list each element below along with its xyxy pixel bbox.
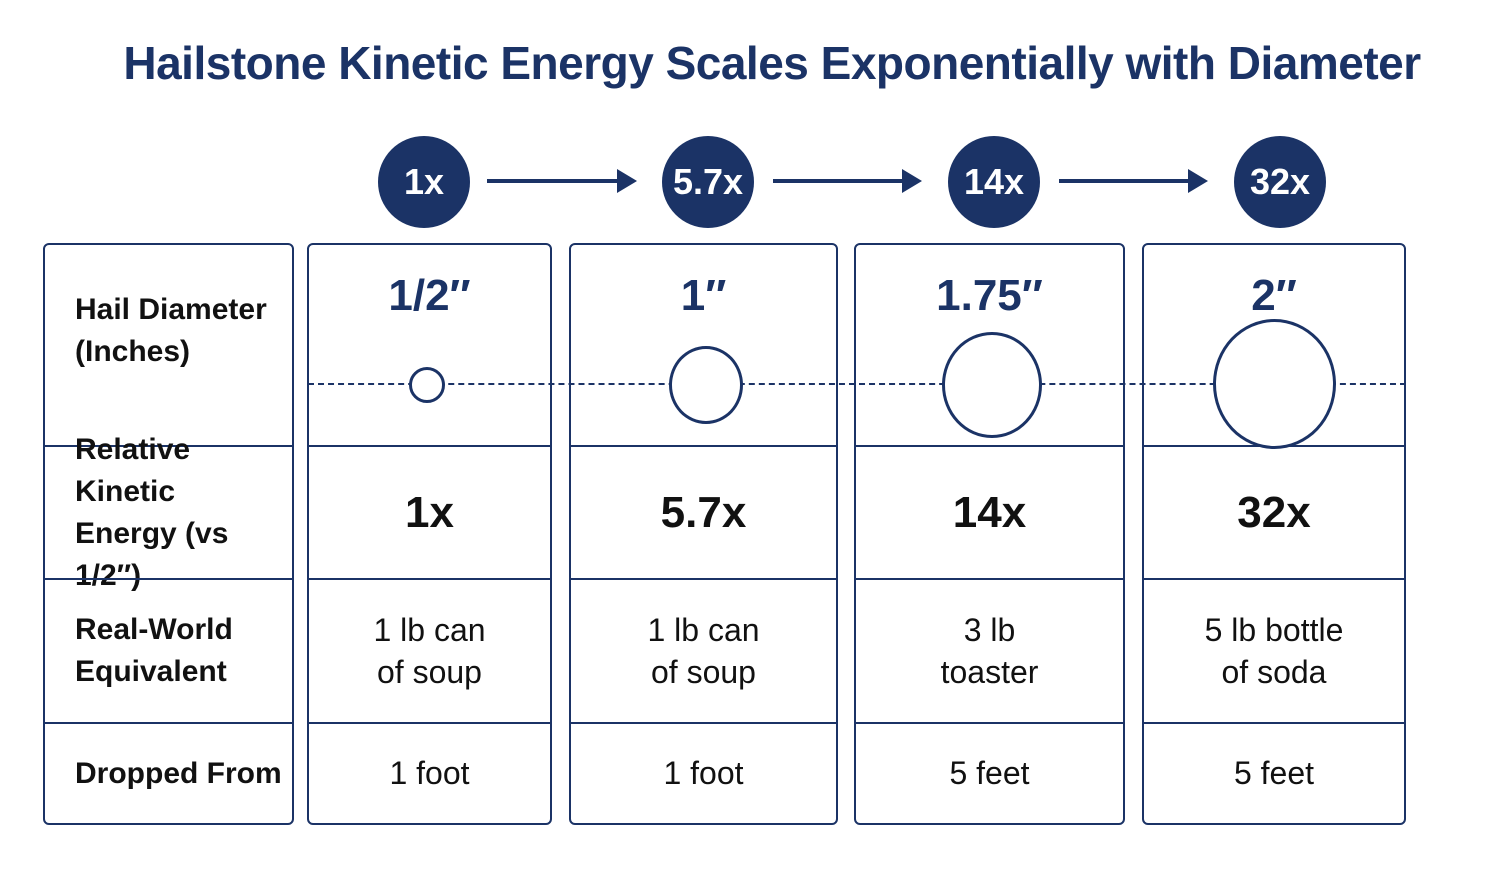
row-divider xyxy=(309,722,550,724)
diameter-value: 1.75″ xyxy=(936,271,1043,320)
equivalent-value: 3 lb toaster xyxy=(856,580,1123,722)
equivalent-line: 1 lb can xyxy=(647,612,760,648)
arrow-right-icon xyxy=(773,169,922,193)
dropped-value: 1 foot xyxy=(663,755,744,791)
hailstone-circle-icon xyxy=(409,367,445,403)
row-label-line: Hail Diameter xyxy=(75,293,267,326)
row-divider xyxy=(856,578,1123,580)
equivalent-line: 3 lb xyxy=(963,612,1016,648)
dropped-value: 1 foot xyxy=(389,755,470,791)
row-divider xyxy=(856,445,1123,447)
energy-value: 14x xyxy=(952,487,1027,537)
equivalent-value: 5 lb bottle of soda xyxy=(1144,580,1404,722)
energy-value: 32x xyxy=(1237,487,1311,537)
row-divider xyxy=(45,722,292,724)
row-label-line: Relative Kinetic xyxy=(75,432,191,508)
row-divider xyxy=(856,722,1123,724)
hailstone-circle-icon xyxy=(1213,319,1336,449)
row-divider xyxy=(571,578,836,580)
row-label-diameter: Hail Diameter (Inches) xyxy=(45,245,292,445)
diameter-value: 2″ xyxy=(1251,271,1297,320)
row-divider xyxy=(45,578,292,580)
row-divider xyxy=(1144,722,1404,724)
row-label-energy: Relative Kinetic Energy (vs 1/2″) xyxy=(45,433,292,592)
row-divider xyxy=(45,445,292,447)
energy-value: 1x xyxy=(405,487,454,537)
row-divider xyxy=(309,578,550,580)
dropped-value: 5 feet xyxy=(1233,755,1315,791)
row-divider xyxy=(1144,578,1404,580)
equivalent-value: 1 lb can of soup xyxy=(309,580,550,722)
hailstone-circle-icon xyxy=(669,346,743,424)
row-divider xyxy=(571,445,836,447)
row-label-line: Real-World xyxy=(75,613,233,646)
row-label-line: Energy (vs 1/2″) xyxy=(75,516,229,592)
size-column-card: 1/2″ 1x 1 lb can of soup 1 foot xyxy=(307,243,552,825)
hail-centerline xyxy=(308,383,1406,385)
multiplier-badge: 1x xyxy=(378,136,470,228)
size-column-card: 1.75″ 14x 3 lb toaster 5 feet xyxy=(854,243,1125,825)
equivalent-value: 1 lb can of soup xyxy=(571,580,836,722)
diameter-value: 1/2″ xyxy=(388,271,471,320)
row-label-equivalent: Real-World Equivalent xyxy=(45,580,292,722)
diameter-value: 1″ xyxy=(680,271,727,320)
row-divider xyxy=(571,722,836,724)
equivalent-line: of soda xyxy=(1221,654,1327,690)
row-label-dropped: Dropped From xyxy=(75,756,282,790)
hailstone-circle-icon xyxy=(942,332,1042,438)
arrow-right-icon xyxy=(487,169,637,193)
equivalent-line: toaster xyxy=(940,654,1039,690)
equivalent-line: 5 lb bottle xyxy=(1204,612,1344,648)
equivalent-line: of soup xyxy=(651,654,756,690)
multiplier-badge: 32x xyxy=(1234,136,1326,228)
equivalent-line: 1 lb can xyxy=(373,612,486,648)
row-divider xyxy=(309,445,550,447)
dropped-value: 5 feet xyxy=(949,755,1030,791)
row-label-card: Hail Diameter (Inches) Relative Kinetic En… xyxy=(43,243,294,825)
row-label-line: Equivalent xyxy=(75,655,227,688)
multiplier-badge: 14x xyxy=(948,136,1040,228)
row-label-line: (Inches) xyxy=(75,335,191,368)
page-title: Hailstone Kinetic Energy Scales Exponent… xyxy=(123,37,1421,89)
equivalent-line: of soup xyxy=(377,654,482,690)
multiplier-badge: 5.7x xyxy=(662,136,754,228)
arrow-right-icon xyxy=(1059,169,1208,193)
size-column-card: 1″ 5.7x 1 lb can of soup 1 foot xyxy=(569,243,838,825)
energy-value: 5.7x xyxy=(660,487,747,537)
